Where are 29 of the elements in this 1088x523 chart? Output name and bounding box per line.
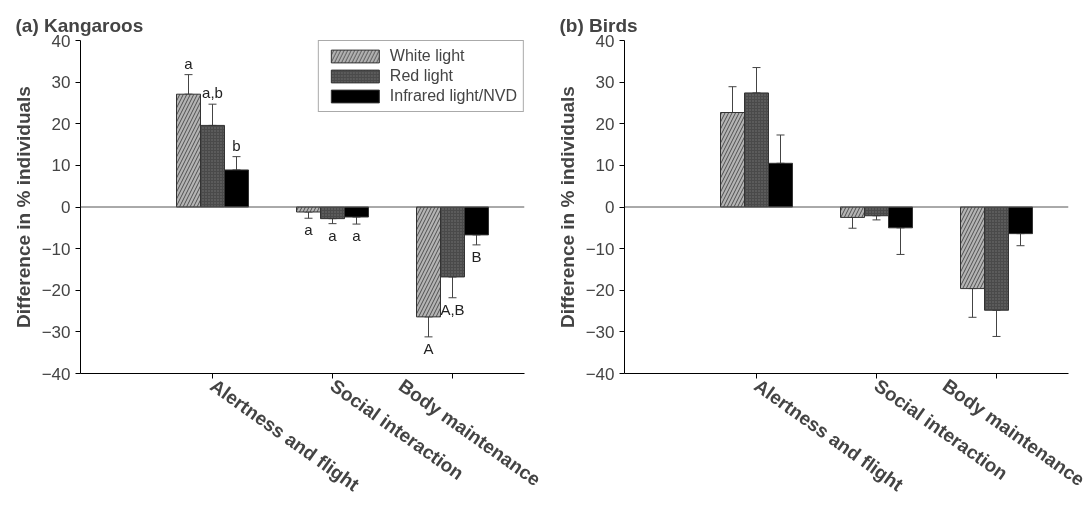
- data-label: B: [471, 247, 482, 265]
- data-label: a,b: [202, 84, 223, 102]
- y-tick-label: −40: [41, 364, 71, 384]
- legend-label: Infrared light/NVD: [389, 87, 517, 105]
- y-tick-label: 20: [595, 114, 615, 134]
- y-tick-label: 30: [595, 73, 615, 93]
- y-tick-label: −20: [585, 281, 615, 301]
- y-tick-label: −30: [41, 322, 71, 342]
- y-tick-label: −20: [41, 281, 71, 301]
- y-tick-label: 30: [51, 73, 71, 93]
- data-label: a: [304, 221, 314, 239]
- y-axis-title: Difference in % individuals: [556, 86, 578, 328]
- y-axis-title: Difference in % individuals: [12, 86, 34, 328]
- y-tick-label: −40: [585, 364, 615, 384]
- y-tick-label: 10: [51, 156, 71, 176]
- y-tick-label: −30: [585, 322, 615, 342]
- y-tick-label: 20: [51, 114, 71, 134]
- y-tick-label: 0: [605, 198, 615, 217]
- y-tick-label: −10: [41, 239, 71, 259]
- data-label: b: [232, 136, 241, 154]
- data-label: a: [328, 226, 338, 244]
- legend-label: White light: [389, 47, 465, 65]
- y-tick-label: −10: [585, 239, 615, 259]
- data-label: a: [184, 54, 194, 72]
- legend-label: Red light: [389, 67, 453, 85]
- data-label: A: [423, 339, 434, 357]
- y-tick-label: 10: [595, 156, 615, 176]
- data-label: a: [352, 227, 362, 245]
- y-tick-label: 0: [61, 198, 71, 217]
